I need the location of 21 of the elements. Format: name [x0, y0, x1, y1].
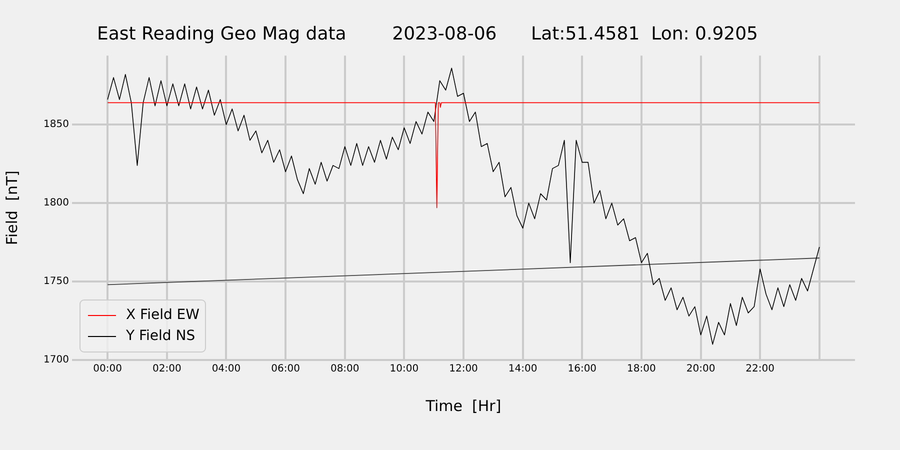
y-axis-title: Field [nT]: [2, 170, 21, 246]
legend-label: X Field EW: [126, 307, 200, 324]
y-tick-label: 1700: [44, 354, 69, 366]
x-tick-label: 06:00: [271, 364, 300, 375]
x-tick-label: 18:00: [627, 364, 656, 375]
x-tick-label: 12:00: [449, 364, 478, 375]
chart-title: East Reading Geo Mag data 2023-08-06 Lat:51.4581 Lon: 0.9205: [96, 23, 758, 44]
x-tick-label: 14:00: [508, 364, 538, 375]
y-tick-label: 1850: [44, 119, 69, 130]
y-tick-label: 1800: [44, 198, 69, 209]
x-tick-label: 10:00: [390, 364, 419, 375]
x-tick-label: 08:00: [330, 364, 360, 375]
legend-label: Y Field NS: [125, 328, 196, 344]
x-tick-label: 00:00: [93, 364, 122, 375]
x-tick-label: 20:00: [686, 364, 716, 375]
x-tick-label: 16:00: [568, 364, 597, 375]
x-tick-label: 02:00: [152, 364, 182, 375]
x-axis-title: Time [Hr]: [424, 396, 502, 415]
y-tick-label: 1750: [44, 276, 69, 288]
x-tick-label: 04:00: [212, 364, 241, 375]
x-tick-label: 22:00: [746, 364, 775, 375]
